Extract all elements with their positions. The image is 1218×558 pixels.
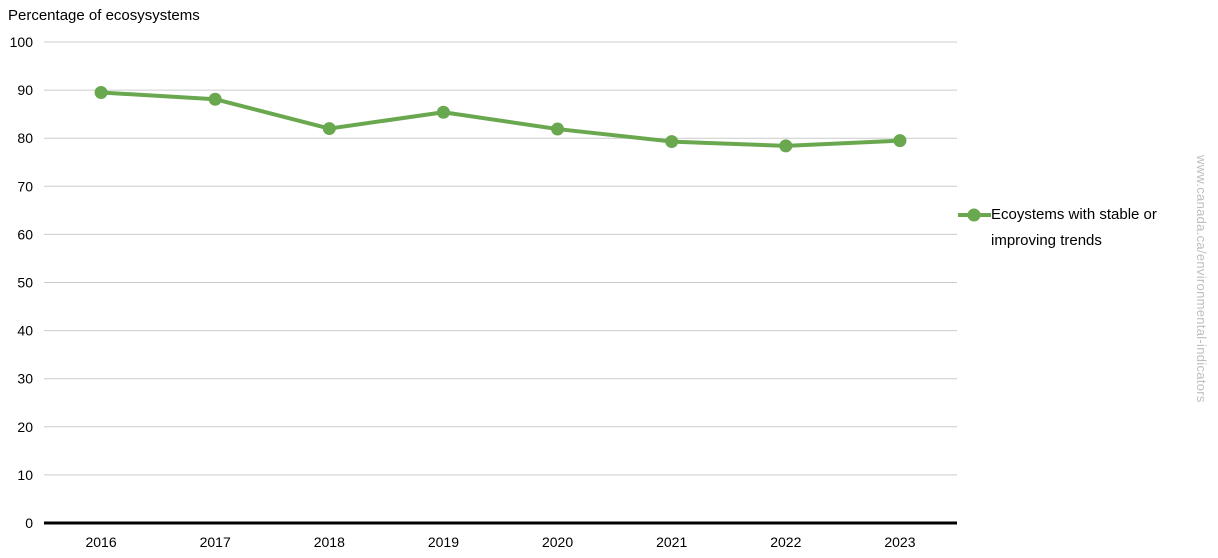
y-tick-label: 70: [17, 178, 33, 194]
y-tick-label: 90: [17, 82, 33, 98]
data-point-marker: [893, 134, 907, 148]
watermark-url: www.canada.ca/environmental-indicators: [1194, 155, 1209, 403]
x-tick-label: 2021: [656, 534, 687, 550]
y-tick-label: 30: [17, 371, 33, 387]
y-tick-label: 10: [17, 467, 33, 483]
data-point-marker: [208, 92, 222, 106]
data-point-marker: [665, 135, 679, 149]
legend-series-marker-icon: [958, 208, 991, 222]
x-tick-label: 2023: [884, 534, 915, 550]
chart-title: Percentage of ecosysystems: [8, 7, 200, 24]
x-tick-label: 2016: [85, 534, 116, 550]
y-tick-label: 0: [25, 515, 33, 531]
y-tick-label: 80: [17, 130, 33, 146]
x-tick-label: 2017: [200, 534, 231, 550]
x-tick-label: 2022: [770, 534, 801, 550]
x-tick-label: 2019: [428, 534, 459, 550]
y-tick-label: 40: [17, 323, 33, 339]
x-tick-label: 2020: [542, 534, 573, 550]
legend: Ecoystems with stable or improving trend…: [958, 202, 1173, 254]
y-tick-label: 100: [10, 34, 34, 50]
y-tick-label: 50: [17, 275, 33, 291]
y-tick-label: 20: [17, 419, 33, 435]
data-point-marker: [779, 139, 793, 153]
data-point-marker: [322, 122, 336, 136]
legend-label: Ecoystems with stable or improving trend…: [991, 206, 1157, 249]
data-point-marker: [436, 105, 450, 119]
data-point-marker: [551, 122, 565, 136]
x-tick-label: 2018: [314, 534, 345, 550]
data-point-marker: [94, 86, 108, 100]
y-tick-label: 60: [17, 226, 33, 242]
series-line: [99, 90, 902, 148]
